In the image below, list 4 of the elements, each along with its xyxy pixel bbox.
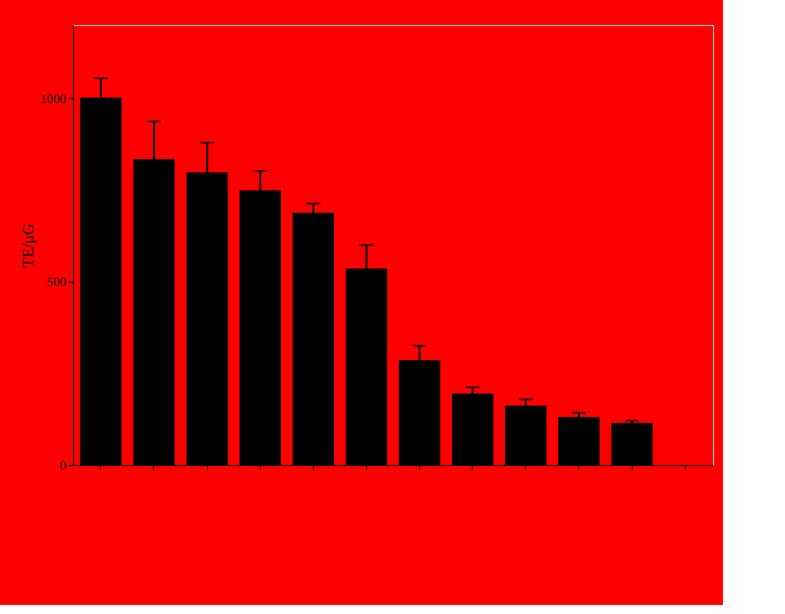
y-tick-label: 1000 [40, 90, 66, 106]
y-tick-label: 0 [60, 458, 66, 472]
y-axis-title: TE/μG [20, 222, 38, 268]
y-tick-label: 500 [47, 274, 66, 290]
